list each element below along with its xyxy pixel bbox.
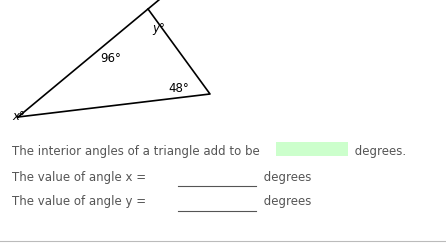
FancyBboxPatch shape (276, 142, 348, 156)
Text: x°: x° (12, 110, 25, 122)
Text: degrees: degrees (260, 171, 311, 184)
Text: The interior angles of a triangle add to be: The interior angles of a triangle add to… (12, 145, 260, 158)
Text: y°: y° (152, 22, 165, 35)
Text: 48°: 48° (168, 82, 189, 94)
Text: 96°: 96° (100, 52, 121, 65)
Text: The value of angle x =: The value of angle x = (12, 171, 150, 184)
Text: degrees: degrees (260, 195, 311, 208)
Text: The value of angle y =: The value of angle y = (12, 195, 150, 208)
Text: degrees.: degrees. (351, 145, 406, 158)
